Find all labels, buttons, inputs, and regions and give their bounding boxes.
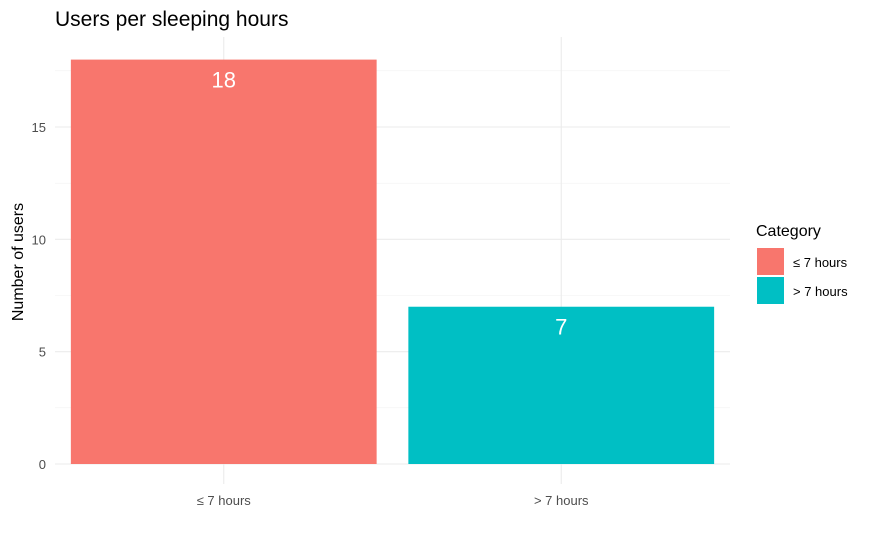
- legend: Category ≤ 7 hours > 7 hours: [756, 223, 848, 304]
- y-tick-label: 0: [39, 457, 46, 472]
- y-axis-title: Number of users: [10, 203, 27, 321]
- x-tick-label: ≤ 7 hours: [197, 493, 252, 508]
- bar-value-label: 7: [555, 315, 567, 340]
- y-tick-label: 10: [32, 232, 46, 247]
- x-axis-tick-labels: ≤ 7 hours > 7 hours: [197, 493, 589, 508]
- legend-key: [757, 277, 784, 304]
- y-tick-label: 5: [39, 345, 46, 360]
- bar: [70, 59, 377, 464]
- x-tick-label: > 7 hours: [534, 493, 589, 508]
- legend-key: [757, 248, 784, 275]
- legend-label: ≤ 7 hours: [793, 255, 848, 270]
- legend-label: > 7 hours: [793, 284, 848, 299]
- legend-title: Category: [756, 223, 821, 240]
- y-tick-label: 15: [32, 120, 46, 135]
- bar: [408, 306, 715, 464]
- y-axis-tick-labels: 0 5 10 15: [32, 120, 46, 472]
- chart-title: Users per sleeping hours: [55, 8, 288, 31]
- bars: 18 7: [70, 59, 715, 464]
- bar-value-label: 18: [212, 68, 236, 93]
